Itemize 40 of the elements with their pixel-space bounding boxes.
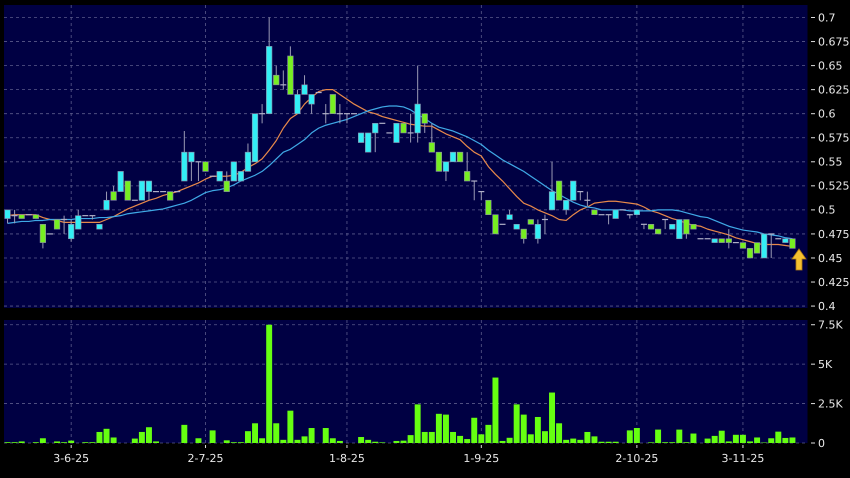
candlestick: [464, 152, 470, 182]
y-tick-label: 0.425: [818, 276, 850, 289]
y-tick-label: 0.55: [818, 156, 842, 169]
candlestick: [280, 70, 287, 90]
y-tick-label: 0.675: [818, 35, 850, 48]
y-tick-label: 0: [818, 436, 825, 450]
candlestick: [40, 224, 46, 249]
y-tick-label: 0.475: [818, 228, 850, 241]
x-tick-label: 1-9-25: [463, 452, 500, 465]
candlestick: [584, 191, 591, 207]
x-tick-label: 2-10-25: [615, 452, 658, 465]
y-tick-label: 0.525: [818, 180, 850, 193]
y-tick-label: 0.7: [818, 11, 836, 24]
y-tick-label: 0.575: [818, 132, 850, 145]
y-tick-label: 0.65: [818, 59, 842, 72]
x-tick-label: 3-6-25: [53, 452, 90, 465]
candlestick: [258, 104, 266, 124]
bar: [210, 430, 216, 443]
x-tick-label: 3-11-25: [721, 452, 764, 465]
bar: [195, 438, 202, 443]
candlestick: [54, 219, 60, 230]
y-tick-label: 5K: [818, 358, 833, 372]
y-tick-label: 0.4: [818, 300, 836, 313]
x-tick-label: 2-7-25: [188, 452, 224, 465]
y-tick-label: 7.5K: [818, 318, 844, 332]
candlestick: [11, 209, 18, 224]
candlestick: [194, 161, 202, 182]
candlestick: [506, 209, 513, 220]
candlestick: [4, 209, 11, 224]
y-tick-label: 0.625: [818, 84, 850, 96]
y-tick-label: 0.6: [818, 108, 836, 121]
x-tick-label: 1-8-25: [328, 452, 365, 465]
line-series: [6, 105, 794, 240]
bar: [181, 424, 188, 443]
y-tick-label: 0.45: [818, 252, 842, 265]
candlestick: [202, 161, 209, 172]
y-tick-label: 2.5K: [818, 397, 844, 410]
y-tick-label: 0.5: [818, 204, 836, 217]
candlestick: [330, 94, 336, 114]
candlestick: [322, 104, 330, 124]
